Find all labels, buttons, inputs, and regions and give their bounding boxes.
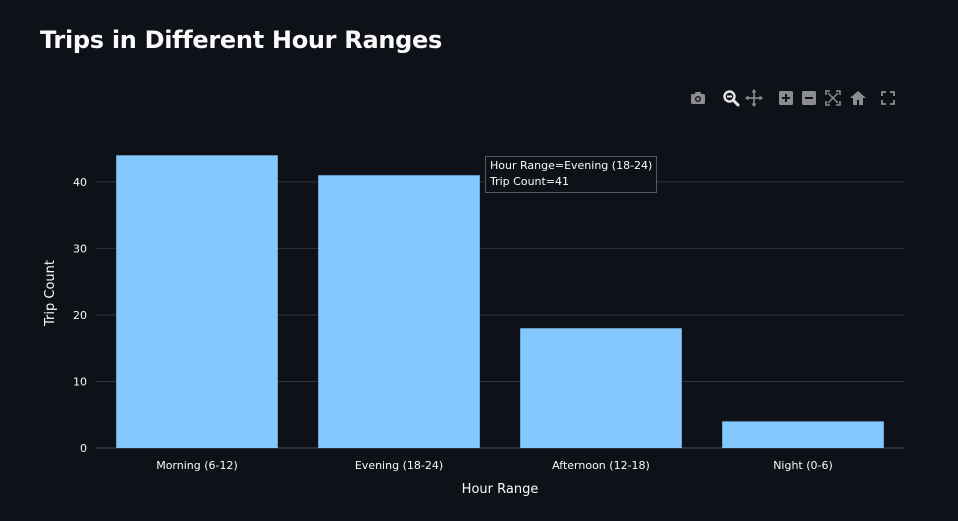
autoscale-icon[interactable] (823, 88, 843, 108)
y-tick-label: 0 (80, 442, 87, 455)
tooltip-hour-range: Hour Range=Evening (18-24) (490, 159, 653, 172)
x-axis-title: Hour Range (462, 482, 539, 497)
x-tick-label: Afternoon (12-18) (552, 459, 650, 472)
reset-axes-icon[interactable] (848, 88, 868, 108)
x-tick-label: Night (0-6) (773, 459, 833, 472)
bar-evening[interactable] (318, 175, 480, 448)
hover-tooltip: Hour Range=Evening (18-24) Trip Count=41 (485, 156, 658, 193)
y-tick-label: 20 (73, 309, 87, 322)
y-tick-label: 40 (73, 176, 87, 189)
camera-icon[interactable] (688, 88, 708, 108)
zoom-in-icon[interactable] (776, 88, 796, 108)
bar-night[interactable] (722, 421, 884, 448)
bar-afternoon[interactable] (520, 328, 682, 448)
tick-labels: 0 10 20 30 40 Morning (6-12) Evening (18-24) Af… (73, 176, 833, 472)
page-title: Trips in Different Hour Ranges (40, 26, 442, 54)
y-axis-title: Trip Count (43, 260, 58, 327)
bar-morning[interactable] (116, 155, 278, 448)
pan-icon[interactable] (744, 88, 764, 108)
bars[interactable] (116, 155, 884, 448)
zoom-out-icon[interactable] (799, 88, 819, 108)
zoom-icon[interactable] (721, 88, 741, 108)
x-tick-label: Evening (18-24) (355, 459, 443, 472)
x-tick-label: Morning (6-12) (156, 459, 238, 472)
y-tick-label: 10 (73, 375, 87, 388)
tooltip-trip-count: Trip Count=41 (490, 175, 570, 188)
y-tick-label: 30 (73, 242, 87, 255)
fullscreen-icon[interactable] (878, 88, 898, 108)
